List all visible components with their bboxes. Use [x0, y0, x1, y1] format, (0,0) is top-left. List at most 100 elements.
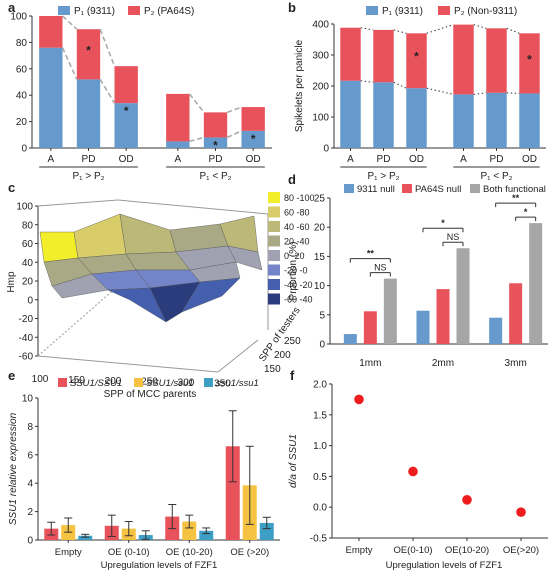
panel-b-bar-p1	[340, 80, 361, 148]
panel-a-significance-star: *	[251, 132, 256, 146]
panel-a-x-tick-label: OD	[246, 154, 261, 165]
panel-a-group-label: P₁ < P₂	[200, 171, 232, 182]
panel-f-y-tick-label: 0.0	[313, 503, 327, 514]
panel-b-x-tick-label: PD	[490, 154, 504, 165]
panel-e-y-tick-label: 0	[27, 536, 33, 547]
panel-a-bar-p1	[166, 141, 190, 148]
panel-f-point	[462, 495, 472, 505]
panel-a-bar-p2	[203, 112, 228, 138]
panel-b-y-tick-label: 0	[323, 144, 329, 155]
panel-f-y-tick-label: 0.5	[313, 472, 327, 483]
panel-d-y-tick-label: 25	[314, 194, 326, 205]
panel-b-trend-line	[360, 80, 374, 83]
panel-c-z-tick-label: 0	[27, 295, 33, 306]
panel-a-legend-swatch	[58, 6, 70, 15]
panel-c-z-axis-label: Hmp	[6, 271, 17, 293]
panel-d-y-tick-label: 10	[314, 281, 326, 292]
panel-c-back-edge	[37, 199, 119, 207]
panel-c-floor-edge	[37, 355, 219, 373]
panel-a-y-tick-label: 60	[16, 64, 28, 75]
panel-b-x-tick-label: OD	[409, 154, 424, 165]
panel-d-bracket-label: NS	[374, 263, 387, 273]
panel-b-legend-label: P₂ (Non-9311)	[454, 6, 517, 17]
panel-c-x-tick-label: 100	[32, 374, 49, 385]
panel-f-x-axis-label: Upregulation levels of FZF1	[386, 560, 503, 571]
panel-a-y-tick-label: 100	[10, 12, 27, 23]
panel-b-trend-line	[393, 81, 407, 89]
panel-c-z-tick-label: -20	[19, 314, 34, 325]
panel-d-bar	[416, 310, 430, 344]
panel-d-legend-swatch	[402, 184, 412, 193]
panel-d-bar	[436, 289, 450, 344]
panel-b-legend-swatch	[438, 6, 450, 15]
panel-b-significance-star: *	[414, 50, 419, 64]
panel-c-legend-label: -20 -0	[284, 266, 308, 276]
panel-c-floor-edge	[37, 285, 119, 357]
panel-a-group-label: P₁ > P₂	[73, 171, 105, 182]
panel-b-trend-line	[473, 92, 487, 95]
panel-c-y-tick-label: 250	[284, 336, 301, 347]
panel-d-bar	[383, 278, 397, 344]
panel-e-x-axis-label: Upregulation levels of FZF1	[101, 560, 218, 571]
panel-d-bar	[456, 248, 470, 344]
panel-b-letter: b	[288, 0, 296, 15]
panel-c-legend-swatch	[268, 206, 280, 218]
panel-a-bar-p2	[241, 107, 265, 131]
panel-d-legend-swatch	[470, 184, 480, 193]
panel-a-legend-label: P₂ (PA64S)	[144, 6, 194, 17]
panel-b-trend-line	[506, 27, 520, 34]
panel-f-point	[354, 394, 364, 405]
panel-e-legend-label: ssu1/ssu1	[216, 378, 259, 389]
panel-d-bar	[363, 311, 377, 344]
panel-c-x-tick-label: 350	[214, 379, 231, 390]
panel-e-legend-label: SSU1/SSU1	[70, 378, 122, 389]
panel-c-legend-label: 60 -80	[284, 208, 310, 218]
panel-d-bar	[489, 317, 503, 344]
panel-b-bar-p1	[453, 94, 474, 148]
panel-f-point	[408, 466, 418, 477]
panel-b-x-tick-label: A	[347, 154, 354, 165]
panel-a-trend-line	[189, 136, 205, 143]
panel-a-bar-p2	[39, 16, 63, 48]
panel-b-bar-p1	[519, 93, 540, 148]
panel-c-x-axis-label: SPP of MCC parents	[104, 389, 197, 400]
panel-e-bar	[199, 530, 214, 540]
panel-a-trend-line	[61, 15, 78, 30]
panel-d-bracket-label: *	[441, 218, 445, 228]
panel-e-legend-label: SSU1/ssu1	[146, 378, 194, 389]
panel-c-legend-swatch	[268, 293, 280, 305]
panel-d-legend-label: PA64S null	[415, 184, 461, 195]
panel-a-letter: a	[8, 0, 16, 15]
panel-c-z-tick-label: 80	[22, 220, 34, 231]
panel-f-letter: f	[290, 368, 295, 383]
panel-c-legend-label: -60 -40	[284, 295, 313, 305]
panel-a-y-tick-label: 40	[16, 91, 28, 102]
panel-f-y-tick-label: 2.0	[313, 380, 327, 391]
panel-c-surface-patch	[181, 277, 241, 313]
panel-e-legend-swatch	[204, 378, 213, 387]
panel-e-legend-swatch	[58, 378, 67, 387]
panel-c-floor-edge	[217, 339, 259, 373]
panel-c-z-tick-label: 100	[16, 202, 33, 213]
panel-b-trend-line	[393, 29, 407, 34]
panel-c-surface-patch	[119, 213, 177, 255]
panel-d-bar	[509, 283, 523, 344]
panel-f-x-tick-label: OE(0-10)	[393, 545, 432, 556]
panel-a-trend-line	[188, 93, 205, 113]
panel-a-bar-p1	[114, 103, 138, 148]
panel-d-letter: d	[288, 172, 296, 187]
panel-b-bar-p2	[340, 27, 361, 81]
panel-f-x-tick-label: OE(>20)	[503, 545, 539, 556]
panel-a-bar-p1	[241, 130, 265, 148]
panel-b-trend-line	[426, 87, 454, 95]
panel-e-legend-swatch	[134, 378, 143, 387]
panel-a-trend-line	[226, 130, 242, 139]
panel-b-x-tick-label: PD	[377, 154, 391, 165]
panel-b-x-tick-label: A	[460, 154, 467, 165]
panel-d-y-tick-label: 20	[314, 223, 326, 234]
panel-b-bar-p2	[406, 33, 427, 89]
panel-a-y-tick-label: 20	[16, 117, 28, 128]
panel-d-y-axis-label: Prportion (%)	[288, 242, 299, 301]
panel-f-y-axis-label: d/a of SSU1	[288, 434, 299, 488]
panel-b-y-axis-label: Spikelets per panicle	[294, 39, 305, 132]
